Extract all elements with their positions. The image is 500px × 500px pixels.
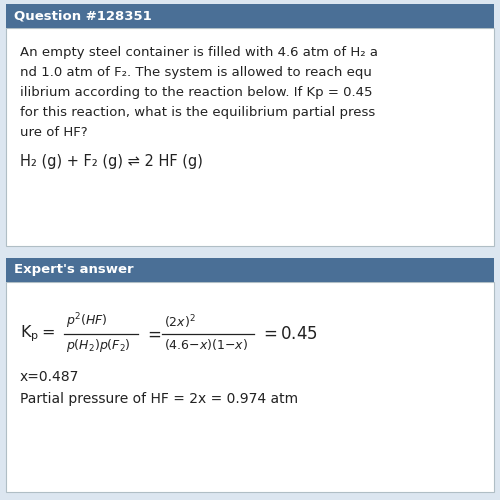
Bar xyxy=(6,28,494,246)
Text: Expert's answer: Expert's answer xyxy=(14,264,134,276)
Text: ure of HF?: ure of HF? xyxy=(20,126,87,139)
Text: $=$: $=$ xyxy=(144,325,162,343)
Text: $= 0.45$: $= 0.45$ xyxy=(260,325,318,343)
Bar xyxy=(6,282,494,492)
Text: Question #128351: Question #128351 xyxy=(14,10,152,22)
Bar xyxy=(6,258,494,282)
Text: H₂ (g) + F₂ (g) ⇌ 2 HF (g): H₂ (g) + F₂ (g) ⇌ 2 HF (g) xyxy=(20,154,203,169)
Bar xyxy=(6,4,494,28)
Text: $(4.6{-}x)(1{-}x)$: $(4.6{-}x)(1{-}x)$ xyxy=(164,337,248,352)
Text: x=0.487: x=0.487 xyxy=(20,370,80,384)
Text: $p^2(HF)$: $p^2(HF)$ xyxy=(66,312,108,331)
Text: ilibrium according to the reaction below. If Kp = 0.45: ilibrium according to the reaction below… xyxy=(20,86,372,99)
Text: nd 1.0 atm of F₂. The system is allowed to reach equ: nd 1.0 atm of F₂. The system is allowed … xyxy=(20,66,372,79)
Text: $(2x)^2$: $(2x)^2$ xyxy=(164,314,196,331)
Text: Partial pressure of HF = 2x = 0.974 atm: Partial pressure of HF = 2x = 0.974 atm xyxy=(20,392,298,406)
Text: for this reaction, what is the equilibrium partial press: for this reaction, what is the equilibri… xyxy=(20,106,375,119)
Text: $p(H_2)p(F_2)$: $p(H_2)p(F_2)$ xyxy=(66,337,131,354)
Text: $\mathregular{K_p{=}}$: $\mathregular{K_p{=}}$ xyxy=(20,324,55,344)
Text: An empty steel container is filled with 4.6 atm of H₂ a: An empty steel container is filled with … xyxy=(20,46,378,59)
